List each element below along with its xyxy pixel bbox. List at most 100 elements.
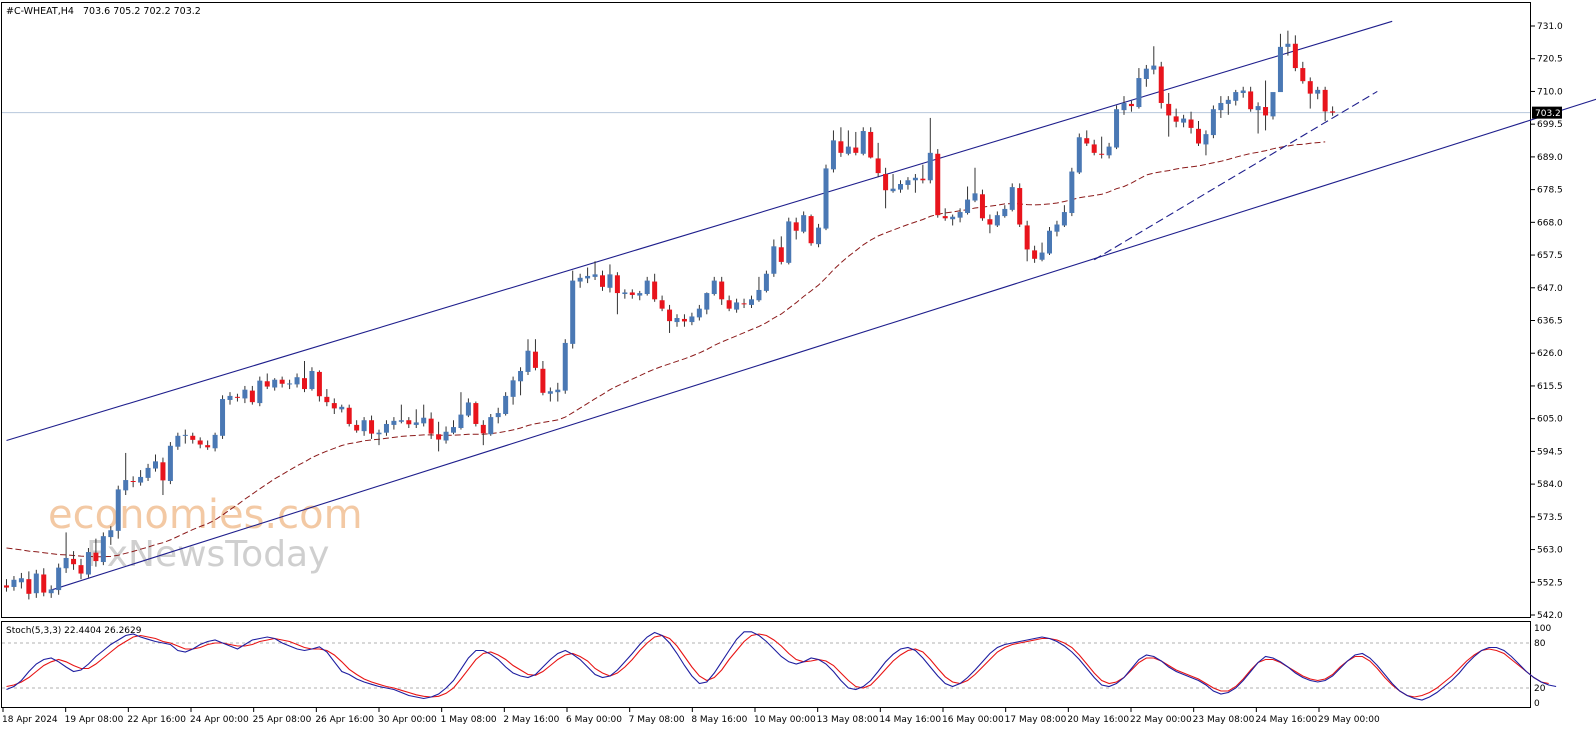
candle[interactable] [652,273,658,302]
candle[interactable] [778,236,784,265]
candle[interactable] [1039,242,1045,262]
candle[interactable] [637,290,643,301]
candle[interactable] [451,420,456,435]
candle[interactable] [1263,80,1269,131]
candle[interactable] [1181,114,1187,128]
candle[interactable] [801,211,807,234]
candle[interactable] [868,127,874,159]
candle[interactable] [1158,61,1164,109]
candle[interactable] [138,470,144,486]
candle[interactable] [592,261,598,280]
candle[interactable] [145,463,151,481]
candle[interactable] [205,440,211,450]
candle[interactable] [912,174,918,193]
candle[interactable] [726,295,732,312]
candle[interactable] [883,167,889,209]
candle[interactable] [458,392,464,430]
candle[interactable] [600,270,605,291]
candle[interactable] [41,568,47,597]
candle[interactable] [1114,105,1120,150]
candle[interactable] [585,267,591,284]
candle[interactable] [823,164,829,231]
candle[interactable] [994,211,1000,228]
candle[interactable] [331,398,337,414]
candle[interactable] [108,526,114,545]
candle[interactable] [1300,61,1306,84]
candle[interactable] [1166,93,1172,137]
candle[interactable] [115,485,121,539]
candle[interactable] [890,174,896,193]
candle[interactable] [1248,86,1254,112]
candle[interactable] [577,273,583,288]
candle[interactable] [741,298,747,309]
candle[interactable] [383,420,389,436]
candle[interactable] [853,131,859,156]
candle[interactable] [197,437,203,449]
candle[interactable] [1240,86,1246,98]
candle[interactable] [629,289,635,299]
candle[interactable] [808,214,814,246]
candle[interactable] [1128,100,1134,112]
candle[interactable] [719,276,725,305]
candle[interactable] [816,223,822,248]
candle[interactable] [48,585,54,598]
candle[interactable] [555,382,561,402]
candle[interactable] [510,376,516,405]
candle[interactable] [153,454,158,472]
candle[interactable] [987,214,993,234]
candle[interactable] [361,417,367,436]
candle[interactable] [1076,133,1082,175]
candle[interactable] [1061,205,1067,228]
candle[interactable] [525,339,531,376]
trendline-channel-lower[interactable] [51,88,1596,591]
candle[interactable] [756,276,762,302]
candle[interactable] [1315,86,1321,100]
candle[interactable] [324,389,330,407]
candle[interactable] [1307,77,1313,109]
candle[interactable] [927,117,933,184]
candle[interactable] [1270,92,1276,120]
candle[interactable] [905,177,911,190]
trendline-short-support[interactable] [1093,90,1378,261]
candle[interactable] [242,385,248,404]
candle[interactable] [175,432,181,450]
candle[interactable] [696,304,702,321]
candle[interactable] [302,361,307,393]
candle[interactable] [264,373,270,390]
candle[interactable] [1218,96,1224,118]
candle[interactable] [622,289,628,299]
candle[interactable] [1255,102,1261,134]
candle[interactable] [681,314,687,327]
candle[interactable] [212,432,218,452]
candle[interactable] [369,415,375,439]
candle[interactable] [123,452,129,496]
candle[interactable] [614,272,620,315]
candle[interactable] [11,576,17,591]
candle[interactable] [689,312,695,326]
candle[interactable] [838,127,844,157]
candle[interactable] [190,432,196,444]
candle[interactable] [1225,96,1231,115]
candle[interactable] [316,370,322,402]
candle[interactable] [1121,96,1127,115]
candle[interactable] [160,457,166,496]
candle[interactable] [428,412,434,439]
candle[interactable] [1106,142,1112,159]
candle[interactable] [272,378,278,391]
candle[interactable] [339,404,345,413]
candle[interactable] [257,376,263,407]
candle[interactable] [495,407,501,424]
candle[interactable] [63,532,69,573]
candle[interactable] [786,217,792,265]
candle[interactable] [130,476,136,488]
candle[interactable] [488,413,494,436]
candle[interactable] [972,167,978,203]
candle[interactable] [78,558,84,580]
candle[interactable] [406,417,412,429]
candle[interactable] [763,270,769,293]
candle[interactable] [1024,220,1030,262]
candles[interactable] [4,30,1336,600]
candle[interactable] [570,270,576,349]
candle[interactable] [749,295,754,309]
